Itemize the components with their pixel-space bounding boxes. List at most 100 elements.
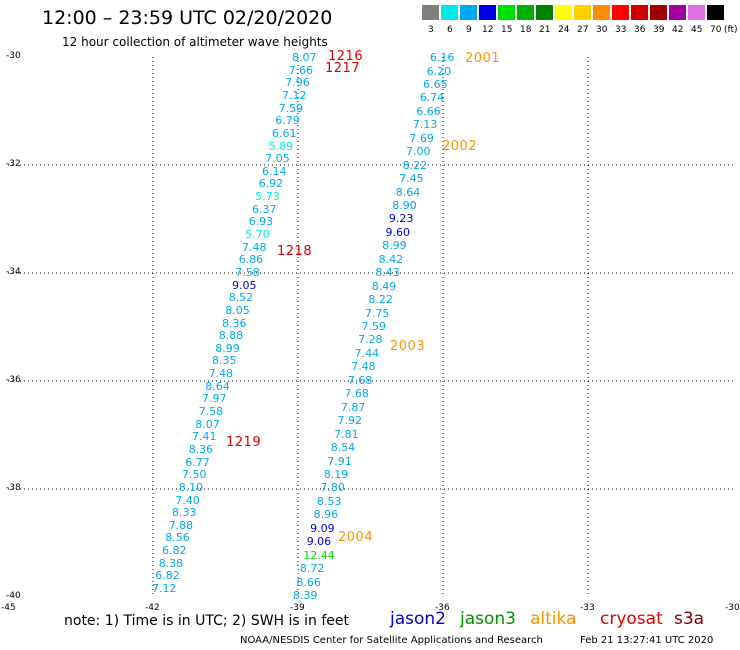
wave-height-point: 7.28 [358, 333, 383, 347]
scale-label: 18 [520, 25, 532, 35]
wave-height-point: 5.73 [255, 190, 280, 204]
scale-label: 33 [615, 25, 627, 35]
wave-height-point: 7.41 [192, 430, 217, 444]
scale-swatch [688, 5, 705, 20]
scale-label: 6 [447, 25, 453, 35]
generated-timestamp: Feb 21 13:27:41 UTC 2020 [580, 635, 714, 646]
time-stamp: 2002 [442, 139, 478, 154]
wave-height-point: 8.05 [225, 303, 250, 317]
wave-height-point: 7.50 [182, 468, 207, 482]
wave-height-point: 8.36 [222, 316, 247, 330]
wave-height-point: 6.37 [252, 202, 277, 216]
wave-height-point: 7.96 [285, 76, 310, 90]
wave-height-point: 6.74 [419, 91, 445, 105]
scale-label: 45 [691, 25, 703, 35]
wave-height-point: 9.23 [388, 212, 414, 226]
scale-unit: (ft) [724, 25, 738, 35]
scale-swatch [707, 5, 724, 20]
scale-swatch [669, 5, 686, 20]
wave-height-point: 7.12 [152, 582, 177, 595]
scale-swatch [631, 5, 648, 20]
scale-swatch [460, 5, 477, 20]
lat-label: -38 [6, 483, 21, 493]
wave-height-point: 6.93 [248, 215, 274, 229]
wave-height-point: 7.88 [168, 518, 194, 532]
wave-height-point: 6.79 [275, 114, 300, 128]
wave-height-point: 6.82 [162, 544, 187, 558]
wave-height-point: 8.96 [313, 508, 339, 522]
wave-height-point: 7.00 [406, 145, 431, 159]
wave-height-point: 8.64 [395, 185, 421, 199]
scale-swatch [650, 5, 667, 20]
scale-swatch [479, 5, 496, 20]
scale-swatch [536, 5, 553, 20]
wave-height-point: 7.44 [354, 346, 380, 360]
wave-height-point: 6.16 [430, 51, 455, 64]
scale-label: 12 [482, 25, 494, 35]
wave-height-point: 7.59 [361, 320, 387, 333]
lat-label: -40 [6, 591, 21, 601]
wave-height-point: 8.53 [317, 494, 342, 508]
time-stamp: 1216 [328, 49, 364, 64]
wave-height-point: 7.75 [364, 306, 390, 320]
wave-height-point: 8.39 [293, 589, 318, 602]
lon-label: -39 [290, 603, 305, 613]
wave-height-point: 8.19 [323, 467, 349, 481]
wave-height-point: 9.09 [310, 521, 335, 535]
wave-height-point: 7.58 [235, 265, 260, 279]
wave-height-point: 8.35 [212, 354, 237, 368]
wave-height-point: 7.66 [288, 63, 314, 77]
wave-height-point: 8.88 [218, 329, 244, 343]
lat-lon-grid [8, 57, 733, 597]
credit-text: NOAA/NESDIS Center for Satellite Applica… [240, 635, 543, 646]
wave-height-point: 7.12 [282, 88, 307, 102]
wave-height-point: 7.13 [412, 118, 438, 132]
wave-height-point: 6.14 [262, 164, 287, 178]
wave-height-point: 6.61 [272, 126, 297, 140]
wave-height-point: 8.43 [375, 266, 400, 280]
wave-height-point: 8.42 [378, 252, 404, 266]
wave-height-point: 8.36 [188, 442, 214, 456]
lon-label: -45 [1, 603, 16, 613]
lon-label: -42 [145, 603, 160, 613]
wave-height-point: 9.60 [385, 225, 411, 239]
wave-height-point: 8.10 [178, 480, 204, 494]
legend-jason3: jason3 [460, 609, 516, 629]
lon-label: -33 [580, 603, 595, 613]
wave-height-point: 8.07 [292, 51, 317, 64]
wave-height-point: 7.59 [278, 101, 304, 115]
wave-height-point: 8.56 [165, 531, 190, 545]
scale-label: 24 [558, 25, 570, 35]
time-stamp: 2003 [390, 339, 426, 354]
scale-label: 30 [596, 25, 608, 35]
wave-height-point: 8.99 [215, 341, 240, 355]
wave-height-point: 6.92 [258, 177, 284, 191]
scale-swatch [517, 5, 534, 20]
wave-height-point: 6.82 [155, 569, 180, 583]
wave-height-point: 8.90 [392, 199, 417, 212]
wave-height-point: 6.77 [185, 455, 210, 469]
time-stamp: 2004 [338, 530, 374, 545]
page-subtitle: 12 hour collection of altimeter wave hei… [62, 35, 328, 49]
wave-height-point: 7.68 [347, 373, 373, 387]
wave-height-point: 8.66 [296, 575, 321, 589]
wave-height-point: 7.05 [265, 152, 290, 166]
wave-height-point: 8.33 [172, 506, 197, 520]
page-title: 12:00 – 23:59 UTC 02/20/2020 [42, 7, 333, 29]
wave-height-point: 7.48 [242, 240, 267, 254]
scale-label: 36 [634, 25, 646, 35]
wave-height-point: 7.80 [320, 481, 345, 495]
wave-height-point: 7.48 [208, 367, 234, 381]
time-stamp: 1219 [226, 435, 262, 450]
scale-label: 42 [672, 25, 684, 35]
wave-height-point: 7.45 [399, 172, 424, 186]
wave-height-point: 6.86 [238, 253, 264, 267]
scale-swatch [498, 5, 515, 20]
wave-height-point: 7.97 [202, 392, 227, 406]
scale-swatch [555, 5, 572, 20]
wave-height-point: 7.58 [198, 405, 224, 418]
legend-jason2: jason2 [390, 609, 446, 629]
lat-label: -30 [6, 51, 21, 61]
